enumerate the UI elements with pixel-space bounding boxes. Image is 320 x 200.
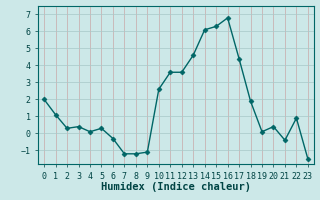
X-axis label: Humidex (Indice chaleur): Humidex (Indice chaleur) bbox=[101, 182, 251, 192]
